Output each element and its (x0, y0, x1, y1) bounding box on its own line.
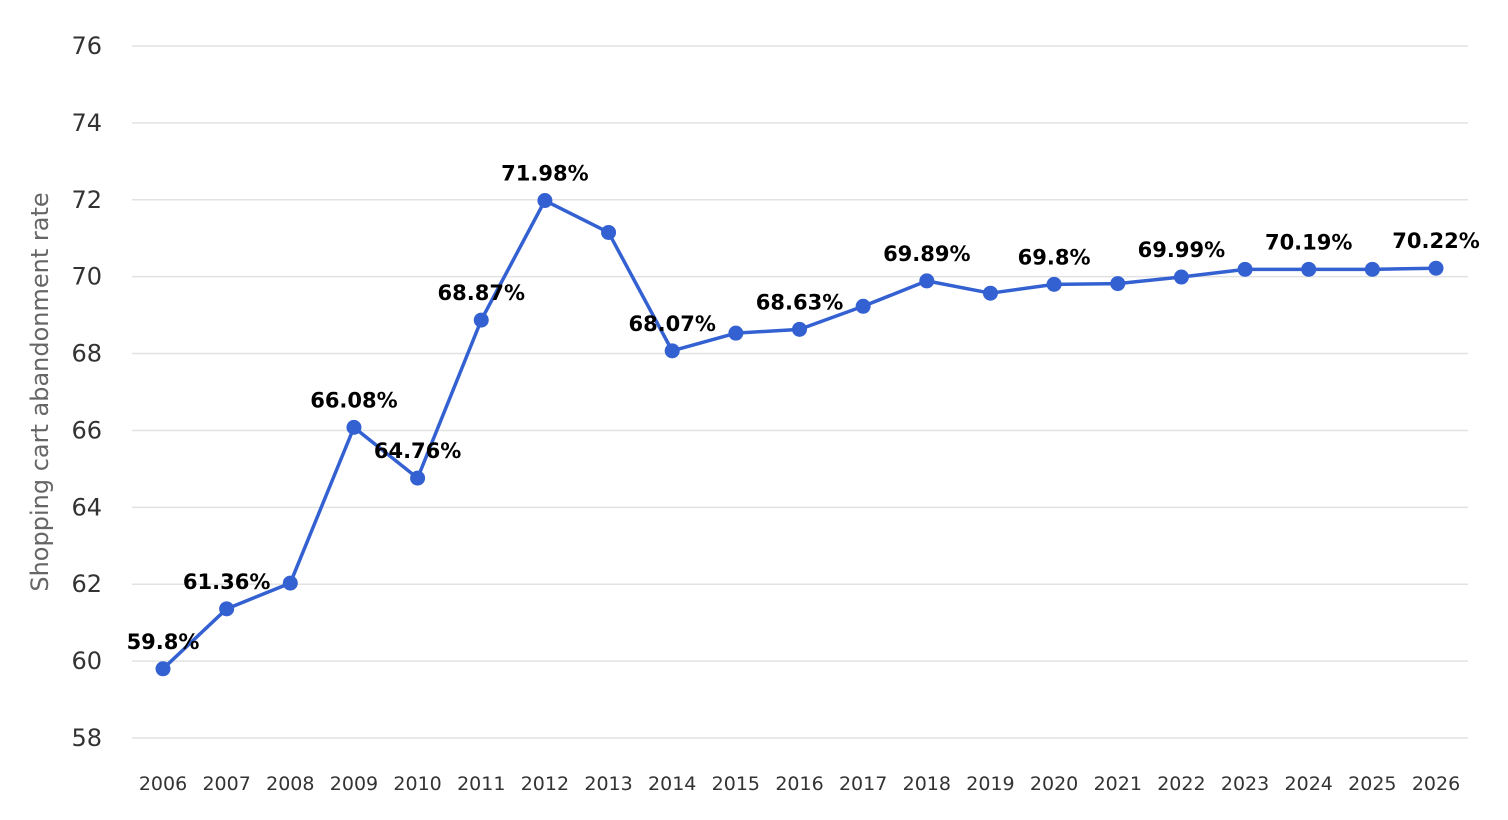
x-tick-label: 2018 (903, 773, 951, 795)
y-tick-label: 70 (71, 263, 102, 291)
y-tick-label: 72 (71, 186, 102, 214)
y-axis-ticks: 58 60 62 64 66 68 70 72 74 76 (71, 32, 102, 752)
y-tick-label: 60 (71, 647, 102, 675)
x-tick-label: 2020 (1030, 773, 1078, 795)
data-point-2026[interactable] (1428, 260, 1444, 276)
gridlines (132, 45, 1468, 739)
data-point-2024[interactable] (1301, 261, 1317, 277)
data-point-2008[interactable] (282, 575, 298, 591)
data-point-2016[interactable] (792, 321, 807, 337)
y-tick-label: 64 (71, 493, 102, 521)
data-point-2011[interactable] (473, 312, 489, 328)
x-tick-label: 2016 (775, 773, 823, 795)
data-label-2010: 64.76% (374, 439, 461, 463)
data-point-2013[interactable] (601, 224, 617, 240)
y-tick-label: 68 (71, 340, 102, 368)
x-tick-label: 2024 (1285, 773, 1333, 795)
data-label-2022: 69.99% (1138, 238, 1225, 262)
data-point-2018[interactable] (919, 273, 935, 289)
data-label-2018: 69.89% (883, 242, 970, 266)
data-labels: 59.8% 61.36% 66.08% 64.76% 68.87% 71.98% 68.07… (127, 162, 1480, 654)
data-point-2010[interactable] (410, 470, 426, 486)
data-point-2021[interactable] (1110, 276, 1126, 292)
y-tick-label: 58 (71, 724, 102, 752)
x-tick-label: 2019 (966, 773, 1014, 795)
x-tick-label: 2006 (139, 773, 187, 795)
y-tick-label: 74 (71, 109, 102, 137)
data-point-2023[interactable] (1237, 261, 1253, 277)
data-point-2007[interactable] (219, 601, 235, 617)
data-label-2024: 70.19% (1265, 230, 1352, 254)
x-tick-label: 2025 (1348, 773, 1396, 795)
data-point-2009[interactable] (346, 419, 362, 435)
x-tick-label: 2022 (1157, 773, 1205, 795)
data-point-2025[interactable] (1364, 261, 1380, 277)
x-tick-label: 2012 (521, 773, 569, 795)
x-tick-label: 2026 (1412, 773, 1460, 795)
data-point-2019[interactable] (982, 285, 998, 301)
x-tick-label: 2013 (584, 773, 632, 795)
x-tick-label: 2015 (712, 773, 760, 795)
data-label-2014: 68.07% (628, 312, 715, 336)
y-tick-label: 66 (71, 416, 102, 444)
x-tick-label: 2009 (330, 773, 378, 795)
data-label-2009: 66.08% (310, 388, 397, 412)
x-axis-ticks: 2006 2007 2008 2009 2010 2011 2012 2013 2014 2015… (139, 773, 1460, 795)
data-label-2012: 71.98% (501, 162, 588, 186)
data-point-2020[interactable] (1046, 276, 1062, 292)
x-tick-label: 2008 (266, 773, 314, 795)
data-points (155, 193, 1444, 677)
data-label-2007: 61.36% (183, 570, 270, 594)
y-axis-label: Shopping cart abandonment rate (26, 192, 54, 591)
y-tick-label: 62 (71, 570, 102, 598)
x-tick-label: 2021 (1094, 773, 1142, 795)
data-point-2022[interactable] (1173, 269, 1189, 285)
x-tick-label: 2014 (648, 773, 696, 795)
data-point-2006[interactable] (155, 661, 171, 677)
x-tick-label: 2011 (457, 773, 505, 795)
data-point-2012[interactable] (537, 193, 553, 209)
data-label-2020: 69.8% (1018, 245, 1091, 269)
y-tick-label: 76 (71, 32, 102, 60)
x-tick-label: 2010 (393, 773, 441, 795)
data-point-2014[interactable] (664, 343, 680, 359)
data-label-2016: 68.63% (756, 290, 843, 314)
x-tick-label: 2007 (202, 773, 250, 795)
x-tick-label: 2017 (839, 773, 887, 795)
data-label-2006: 59.8% (127, 630, 200, 654)
data-label-2026: 70.22% (1392, 229, 1479, 253)
data-point-2017[interactable] (855, 298, 871, 314)
data-point-2015[interactable] (728, 325, 744, 341)
data-label-2011: 68.87% (438, 281, 525, 305)
x-tick-label: 2023 (1221, 773, 1269, 795)
